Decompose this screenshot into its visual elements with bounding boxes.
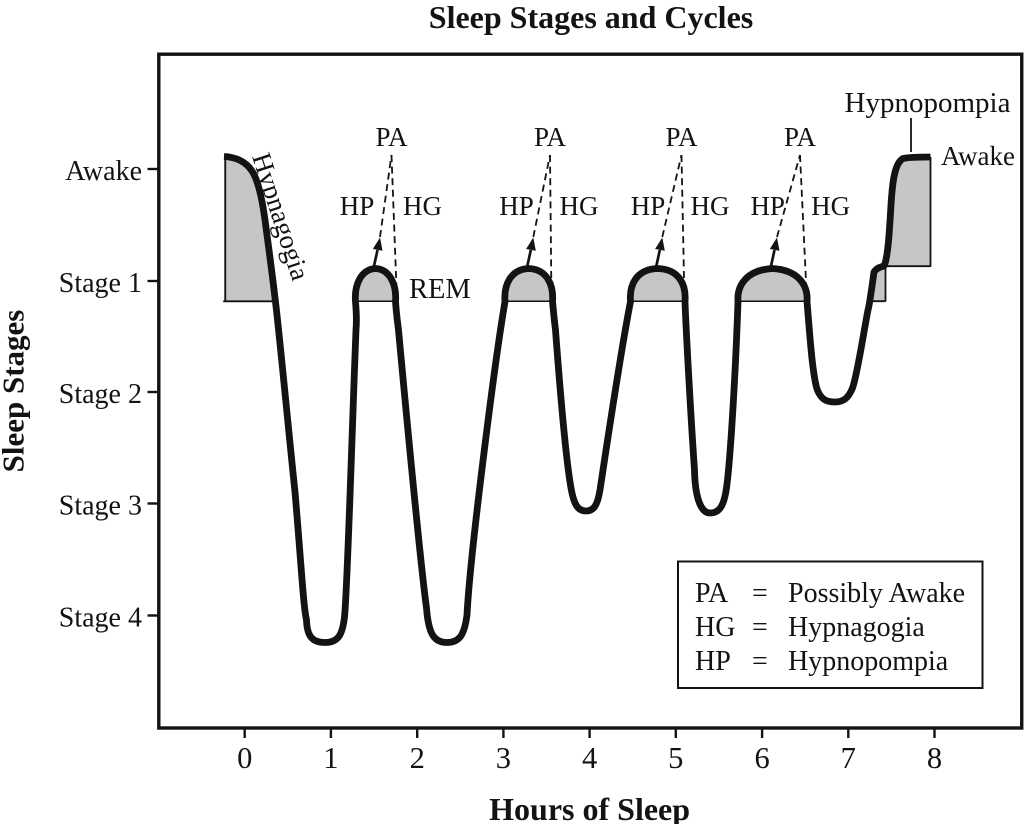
svg-text:Stage 1: Stage 1 — [59, 268, 142, 299]
svg-text:0: 0 — [237, 741, 252, 775]
svg-text:6: 6 — [754, 741, 769, 775]
svg-text:HG: HG — [695, 612, 735, 643]
svg-text:Hypnagogia: Hypnagogia — [788, 612, 925, 643]
svg-text:=: = — [752, 612, 768, 643]
svg-text:HP: HP — [631, 191, 666, 221]
svg-text:2: 2 — [410, 741, 425, 775]
svg-text:HP: HP — [750, 191, 785, 221]
svg-text:PA: PA — [784, 122, 817, 152]
svg-text:5: 5 — [668, 741, 683, 775]
svg-text:Hypnopompia: Hypnopompia — [788, 646, 949, 677]
svg-text:=: = — [752, 578, 768, 609]
svg-text:Awake: Awake — [65, 156, 142, 187]
svg-text:HG: HG — [691, 191, 730, 221]
svg-text:PA: PA — [534, 122, 567, 152]
svg-text:HP: HP — [695, 646, 731, 677]
svg-text:Stage 3: Stage 3 — [59, 491, 142, 522]
svg-text:PA: PA — [665, 122, 698, 152]
svg-text:PA: PA — [375, 122, 408, 152]
svg-text:1: 1 — [323, 741, 338, 775]
svg-text:Stage 4: Stage 4 — [59, 603, 142, 634]
svg-text:REM: REM — [409, 274, 471, 305]
svg-text:HG: HG — [560, 191, 599, 221]
svg-text:Sleep Stages and Cycles: Sleep Stages and Cycles — [429, 0, 753, 35]
svg-text:4: 4 — [582, 741, 597, 775]
svg-text:HP: HP — [340, 191, 375, 221]
svg-text:8: 8 — [927, 741, 942, 775]
svg-text:=: = — [752, 646, 768, 677]
svg-text:Stage 2: Stage 2 — [59, 379, 142, 410]
svg-text:HP: HP — [499, 191, 534, 221]
svg-text:3: 3 — [496, 741, 511, 775]
svg-text:PA: PA — [695, 578, 729, 609]
svg-text:Sleep Stages: Sleep Stages — [0, 310, 31, 473]
svg-text:7: 7 — [841, 741, 856, 775]
svg-text:Hypnopompia: Hypnopompia — [845, 87, 1011, 119]
svg-text:Possibly Awake: Possibly Awake — [788, 578, 965, 609]
svg-text:HG: HG — [403, 191, 442, 221]
svg-text:Awake: Awake — [941, 141, 1015, 171]
svg-text:Hours of Sleep: Hours of Sleep — [489, 791, 690, 824]
svg-text:HG: HG — [811, 191, 850, 221]
